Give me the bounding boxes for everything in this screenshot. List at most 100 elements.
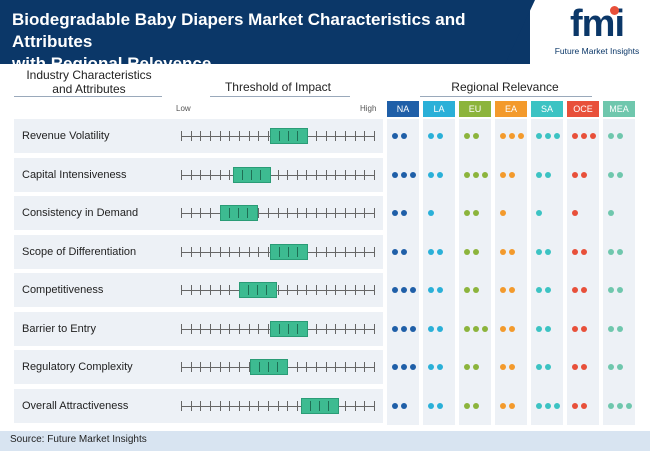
impact-bar-tick (259, 362, 261, 372)
region-header-na: NA (387, 101, 419, 117)
axis-tick (325, 131, 327, 141)
axis-tick (190, 400, 192, 411)
axis-tick (258, 323, 260, 334)
axis-tick (181, 208, 182, 218)
relevance-dot (572, 325, 578, 332)
axis-tick (267, 400, 269, 411)
axis-tick (316, 169, 318, 180)
relevance-dot (572, 287, 578, 293)
row-label: Revenue Volatility (22, 130, 110, 142)
footer: Source: Future Market Insights (0, 431, 650, 451)
axis-tick (325, 285, 327, 295)
impact-bar-tick (287, 246, 289, 257)
axis-tick (200, 362, 202, 372)
axis-tick (364, 169, 366, 180)
relevance-dots-ea (500, 350, 518, 384)
relevance-dots-na (392, 235, 410, 269)
relevance-dot (464, 133, 470, 139)
axis-tick (219, 400, 221, 411)
relevance-dots-mea (608, 196, 617, 230)
axis-tick (335, 169, 337, 180)
relevance-dots-ea (500, 158, 518, 192)
relevance-dots-oce (572, 235, 590, 269)
axis-tick (364, 285, 366, 295)
relevance-dot (500, 364, 506, 370)
axis-tick (277, 285, 279, 295)
relevance-dot (608, 364, 614, 370)
relevance-dots-sa (536, 235, 554, 269)
axis-tick (364, 362, 366, 372)
logo-tagline: Future Market Insights (554, 46, 640, 56)
axis-tick (277, 208, 279, 218)
relevance-dots-la (428, 119, 446, 153)
relevance-dots-la (428, 158, 446, 192)
axis-tick (335, 246, 337, 257)
low-label: Low (176, 104, 191, 113)
axis-tick (316, 285, 318, 295)
relevance-dot (437, 133, 443, 139)
axis-tick (181, 246, 182, 257)
axis-tick (316, 246, 318, 257)
axis-tick (325, 362, 327, 372)
relevance-dots-ea (500, 273, 518, 307)
relevance-dot (509, 133, 515, 139)
relevance-dots-oce (572, 158, 590, 192)
region-header-mea: MEA (603, 101, 635, 117)
relevance-dot (401, 325, 407, 332)
axis-tick (364, 323, 366, 334)
relevance-dot (608, 287, 614, 293)
impact-bar-tick (309, 400, 311, 411)
relevance-dot (545, 364, 551, 370)
impact-bar-tick (318, 400, 320, 411)
header: Biodegradable Baby Diapers Market Charac… (0, 0, 650, 73)
axis-tick (335, 285, 337, 295)
axis-tick (354, 362, 356, 372)
relevance-dots-eu (464, 389, 482, 423)
axis-tick (296, 285, 298, 295)
axis-tick (374, 285, 375, 295)
relevance-dot (392, 133, 398, 139)
axis-tick (335, 131, 337, 141)
relevance-dot (482, 325, 488, 332)
axis-tick (238, 362, 240, 372)
relevance-dot (536, 133, 542, 139)
relevance-dots-mea (608, 389, 635, 423)
relevance-dot (536, 248, 542, 255)
axis-tick (316, 208, 318, 218)
relevance-dots-sa (536, 273, 554, 307)
relevance-dots-ea (500, 312, 518, 346)
relevance-dot (590, 133, 596, 139)
region-column-ea (495, 119, 527, 425)
axis-tick (354, 246, 356, 257)
industry-header-rule (14, 96, 162, 97)
relevance-dots-sa (536, 389, 563, 423)
relevance-dot (473, 210, 479, 216)
relevance-dot (617, 287, 623, 293)
axis-tick (374, 246, 375, 257)
relevance-dots-mea (608, 158, 626, 192)
relevance-dots-oce (572, 119, 599, 153)
axis-tick (374, 400, 375, 411)
axis-tick (325, 169, 327, 180)
axis-tick (219, 323, 221, 334)
impact-bar (219, 205, 258, 221)
relevance-dot (536, 287, 542, 293)
relevance-dots-sa (536, 119, 563, 153)
axis-tick (219, 285, 221, 295)
axis-tick (287, 169, 289, 180)
relevance-dot (437, 248, 443, 255)
relevance-dots-sa (536, 196, 545, 230)
axis-tick (229, 131, 231, 141)
axis-tick (248, 246, 250, 257)
impact-bar-tick (287, 131, 289, 141)
axis-tick (219, 362, 221, 372)
impact-bar-tick (265, 285, 267, 295)
axis-tick (267, 323, 269, 334)
relevance-dot (392, 171, 398, 178)
axis-tick (287, 285, 289, 295)
relevance-dot (437, 364, 443, 370)
threshold-header-rule (210, 96, 350, 97)
axis-tick (248, 131, 250, 141)
axis-tick (229, 285, 231, 295)
row-label: Overall Attractiveness (22, 399, 129, 412)
